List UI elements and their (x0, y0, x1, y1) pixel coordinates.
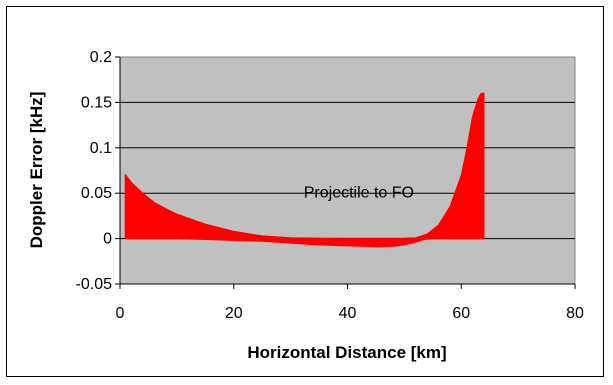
y-axis-title: Doppler Error [kHz] (27, 92, 46, 249)
y-tick-label: 0.2 (90, 49, 112, 66)
series-band (125, 92, 485, 248)
x-tick-label: 60 (452, 305, 470, 322)
x-tick-labels: 0 20 40 60 80 (116, 305, 584, 322)
x-axis-title: Horizontal Distance [km] (247, 343, 446, 362)
y-tick-label: 0 (103, 231, 112, 248)
y-tick-labels: -0.05 0 0.05 0.1 0.15 0.2 (76, 49, 113, 293)
x-tick-label: 40 (339, 305, 357, 322)
axes (115, 56, 576, 289)
series-layer (124, 92, 485, 248)
y-tick-label: 0.1 (90, 140, 112, 157)
y-tick-label: -0.05 (76, 276, 113, 293)
x-tick-label: 20 (225, 305, 243, 322)
y-tick-label: 0.15 (81, 94, 112, 111)
plot-area (119, 56, 576, 285)
y-tick-label: 0.05 (81, 185, 112, 202)
x-tick-label: 0 (116, 305, 125, 322)
series-annotation: Projectile to FO (304, 185, 414, 202)
x-tick-label: 80 (566, 305, 584, 322)
